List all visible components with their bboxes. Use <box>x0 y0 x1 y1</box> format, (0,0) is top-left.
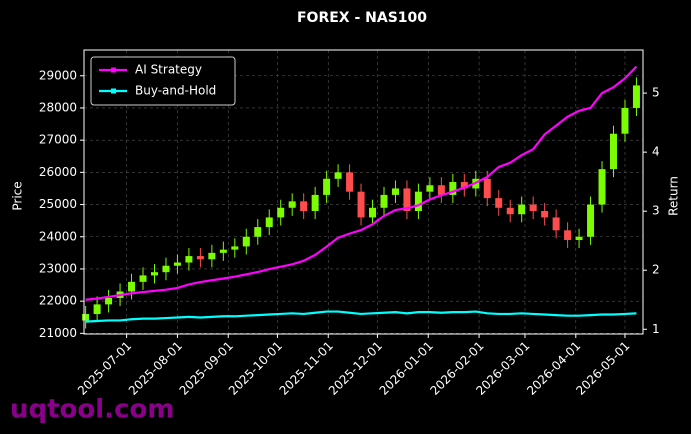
candle-body <box>105 297 113 305</box>
y-tick-label: 29000 <box>39 68 77 82</box>
candle-body <box>254 227 262 237</box>
candle-body <box>518 204 526 215</box>
candle-body <box>150 272 158 276</box>
candle-body <box>391 188 399 195</box>
candle-body <box>162 265 170 273</box>
candle-body <box>242 236 250 247</box>
y2-tick-label: 2 <box>652 263 660 277</box>
candle-body <box>403 188 411 211</box>
y-tick-label: 22000 <box>39 294 77 308</box>
candle-body <box>82 314 90 321</box>
y-tick-label: 26000 <box>39 165 77 179</box>
plot-frame <box>83 49 644 335</box>
candle-body <box>437 185 445 195</box>
candle-body <box>506 207 514 215</box>
candle-body <box>139 275 147 282</box>
y-tick-label: 28000 <box>39 100 77 114</box>
candle-body <box>632 85 640 108</box>
y-axis-label: Price <box>11 181 25 210</box>
candle-body <box>541 210 549 218</box>
candle-body <box>300 201 308 211</box>
candle-body <box>323 178 331 195</box>
chart-title: FOREX - NAS100 <box>297 10 427 26</box>
candle-body <box>564 230 572 240</box>
y-tick-label: 27000 <box>39 133 77 147</box>
candle-body <box>380 194 388 208</box>
candle-body <box>357 191 365 218</box>
candle-body <box>265 217 273 228</box>
candle-body <box>575 236 583 240</box>
candle-body <box>529 204 537 211</box>
candle-body <box>587 204 595 237</box>
watermark: uqtool.com <box>10 395 174 425</box>
candle-body <box>346 172 354 192</box>
candle-body <box>598 169 606 205</box>
legend-marker <box>111 88 116 94</box>
candle-body <box>483 178 491 199</box>
candle-body <box>288 201 296 208</box>
y2-tick-label: 5 <box>652 86 660 100</box>
candle-body <box>334 172 342 179</box>
candle-body <box>196 256 204 260</box>
candle-body <box>449 182 457 195</box>
series-line <box>85 65 638 301</box>
candle-body <box>277 207 285 218</box>
candle-body <box>128 281 136 292</box>
y-tick-label: 25000 <box>39 197 77 211</box>
candle-body <box>185 256 193 263</box>
candle-body <box>219 249 227 253</box>
candle-body <box>173 262 181 266</box>
candle-body <box>414 191 422 211</box>
y-tick-label: 23000 <box>39 261 77 275</box>
legend-marker <box>111 67 116 73</box>
candle-body <box>609 133 617 170</box>
candle-body <box>231 246 239 250</box>
series-line <box>85 310 637 323</box>
candle-body <box>460 182 468 189</box>
candle-body <box>369 207 377 218</box>
legend-label: Buy-and-Hold <box>135 84 216 98</box>
y-tick-label: 24000 <box>39 229 77 243</box>
y2-tick-label: 3 <box>652 204 660 218</box>
candle-body <box>621 107 629 134</box>
candle-body <box>208 252 216 260</box>
candle-body <box>311 194 319 211</box>
y2-axis-label: Return <box>667 176 681 216</box>
candle-body <box>552 217 560 231</box>
y2-tick-label: 1 <box>652 322 660 336</box>
candle-body <box>93 304 101 315</box>
candle-body <box>426 185 434 192</box>
legend-label: AI Strategy <box>135 63 202 77</box>
y-tick-label: 21000 <box>39 326 77 340</box>
candle-body <box>495 198 503 208</box>
y2-tick-label: 4 <box>652 145 660 159</box>
